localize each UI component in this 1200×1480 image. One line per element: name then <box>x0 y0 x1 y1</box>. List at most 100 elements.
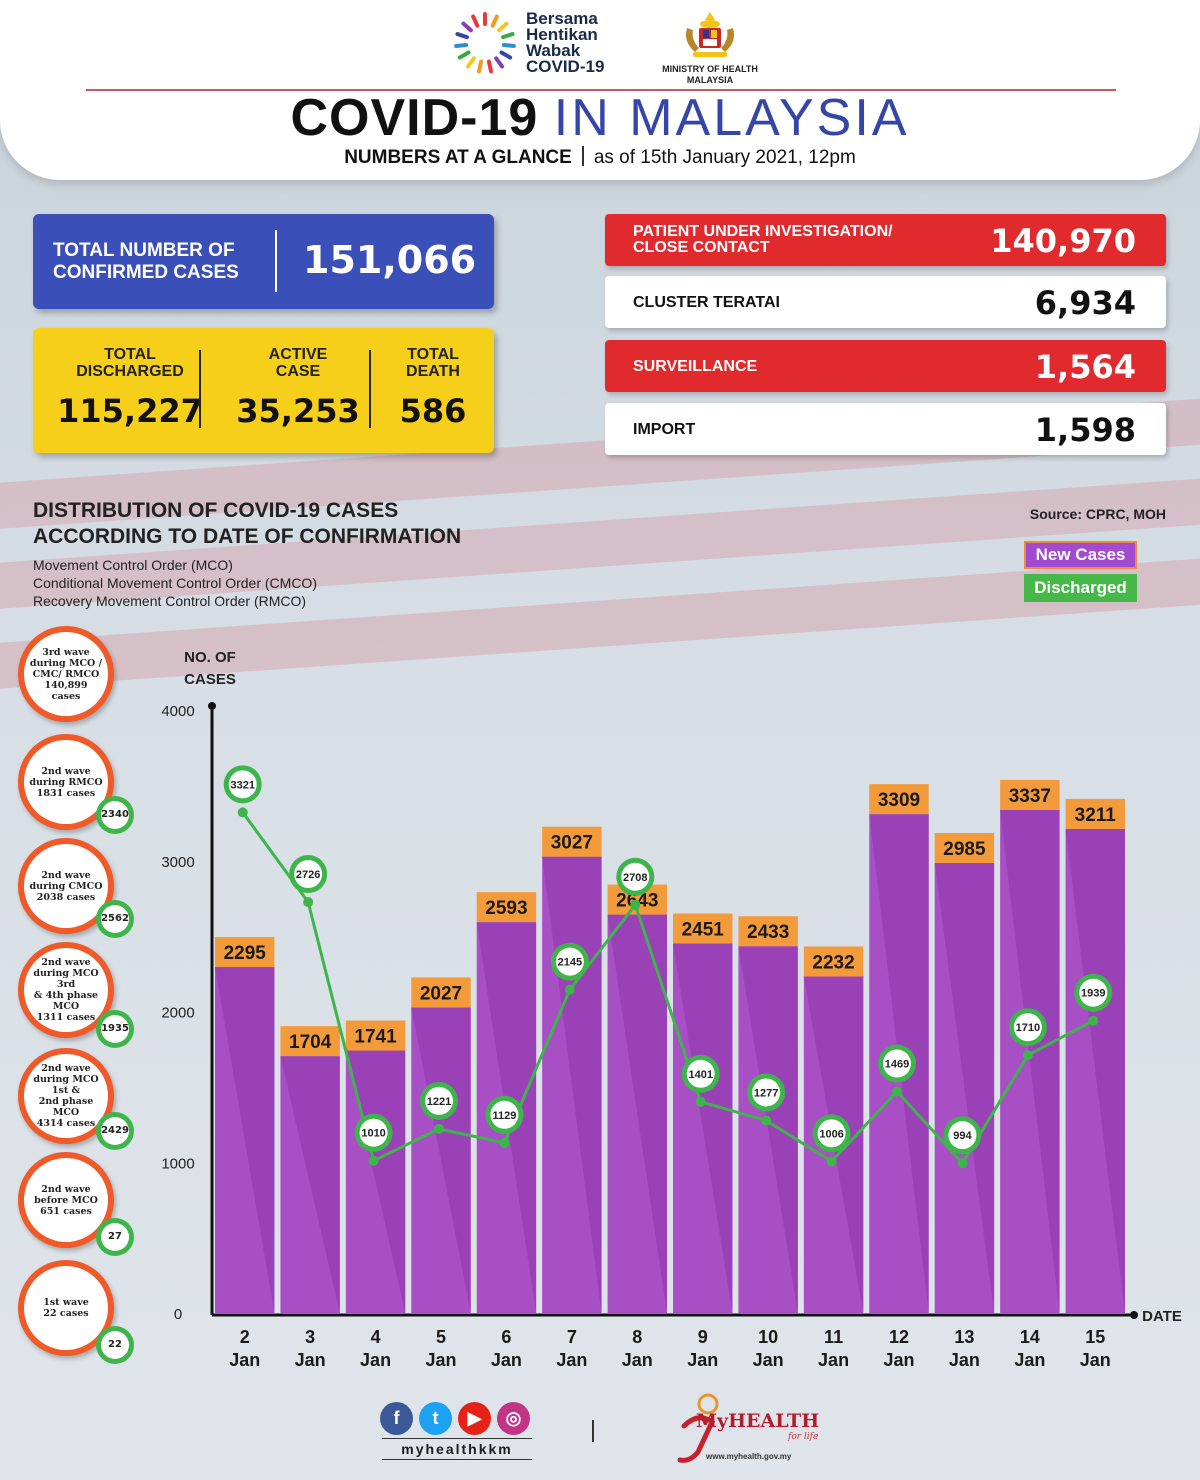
x-tick-label: 2 <box>240 1327 250 1347</box>
discharged-point <box>1088 1015 1099 1026</box>
x-tick-label: 7 <box>567 1327 577 1347</box>
discharged-marker-inner <box>817 1119 846 1148</box>
discharged-value-label: 2145 <box>558 957 582 969</box>
distribution-notes: Movement Control Order (MCO) Conditional… <box>33 557 317 609</box>
discharged-point <box>303 897 314 908</box>
discharged-marker-inner <box>359 1118 388 1147</box>
campaign-logo: Bersama Hentikan Wabak COVID-19 <box>452 10 604 76</box>
x-tick-label: 10 <box>758 1327 778 1347</box>
footer-divider <box>592 1420 594 1442</box>
stat-row-investigation: PATIENT UNDER INVESTIGATION/CLOSE CONTAC… <box>605 214 1166 266</box>
bar-value-label: 2451 <box>682 920 725 941</box>
page-title: COVID-19 IN MALAYSIA <box>290 89 910 147</box>
discharged-value-label: 994 <box>953 1130 972 1142</box>
discharged-point <box>1022 1050 1033 1061</box>
ministry-logo: MINISTRY OF HEALTH MALAYSIA <box>645 8 775 86</box>
y-axis-label: CASES <box>184 671 236 688</box>
death-value: 586 <box>399 392 467 430</box>
bar-label-box <box>738 916 798 947</box>
discharged-point <box>695 1096 706 1107</box>
discharged-marker-inner <box>294 860 323 889</box>
discharged-point <box>957 1158 968 1169</box>
x-tick-label: 13 <box>954 1327 974 1347</box>
y-axis-cap <box>208 702 216 710</box>
bar-label-box <box>542 826 602 857</box>
data-source: Source: CPRC, MOH <box>1029 506 1166 522</box>
wave-discharged-badge: 2562 <box>96 900 134 938</box>
ministry-name: MINISTRY OF HEALTH MALAYSIA <box>662 64 758 85</box>
bar-label-box <box>1065 798 1125 829</box>
bar-value-label: 2295 <box>224 943 267 964</box>
x-tick-label: 4 <box>371 1327 381 1347</box>
instagram-icon[interactable]: ◎ <box>497 1402 530 1435</box>
x-tick-label: 5 <box>436 1327 446 1347</box>
discharged-marker-inner <box>490 1100 519 1129</box>
myhealth-url[interactable]: www.myhealth.gov.my <box>706 1452 792 1461</box>
bar-value-label: 2593 <box>485 898 527 919</box>
stat-row-cluster: CLUSTER TERATAI 6,934 <box>605 276 1166 328</box>
bar-shade <box>345 1050 406 1313</box>
legend-discharged: Discharged <box>1024 574 1137 602</box>
x-tick-label: 15 <box>1085 1327 1105 1347</box>
social-handle[interactable]: myhealthkkm <box>382 1438 532 1460</box>
x-tick-label: Jan <box>883 1350 914 1370</box>
bar-value-label: 2232 <box>812 953 854 974</box>
bar-label-box <box>411 977 471 1008</box>
y-tick-label: 2000 <box>161 1005 194 1022</box>
discharged-marker-inner <box>948 1121 977 1150</box>
y-axis-label: NO. OF <box>184 649 236 666</box>
confirmed-cases-card: TOTAL NUMBER OF CONFIRMED CASES 151,066 <box>33 214 494 309</box>
bar-shade <box>607 914 667 1313</box>
wave-discharged-badge: 2340 <box>96 796 134 834</box>
wave-discharged-badge: 22 <box>96 1326 134 1364</box>
bar-value-label: 3027 <box>551 833 593 854</box>
bar-label-box <box>803 946 864 977</box>
discharged-value-label: 1129 <box>492 1110 516 1122</box>
x-tick-label: 12 <box>889 1327 909 1347</box>
discharged-point <box>434 1123 444 1134</box>
header-panel: Bersama Hentikan Wabak COVID-19 MINISTRY… <box>0 0 1200 180</box>
x-tick-label: Jan <box>229 1350 260 1370</box>
twitter-icon[interactable]: t <box>419 1402 452 1435</box>
discharged-value: 115,227 <box>57 392 203 430</box>
bar-label-box <box>345 1020 406 1051</box>
bar-value-label: 1704 <box>289 1032 332 1053</box>
x-axis-cap <box>1130 1311 1138 1319</box>
x-axis-label: DATE <box>1142 1308 1182 1325</box>
discharged-value-label: 2708 <box>623 872 647 884</box>
bar-shade <box>1000 809 1060 1313</box>
x-tick-label: 6 <box>501 1327 511 1347</box>
discharged-marker-inner <box>686 1059 715 1088</box>
wave-circle: 2nd wave during MCO 1st & 2nd phase MCO … <box>18 1048 134 1150</box>
bar-label-box <box>215 937 275 968</box>
bar-shade <box>673 943 733 1313</box>
confirmed-cases-label: TOTAL NUMBER OF CONFIRMED CASES <box>53 240 239 283</box>
bar-label-box <box>476 892 537 923</box>
youtube-icon[interactable]: ▶ <box>458 1402 491 1435</box>
discharged-value-label: 1006 <box>819 1128 843 1140</box>
bar-value-label: 1741 <box>354 1027 397 1048</box>
bar-value-label: 2985 <box>943 839 986 860</box>
facebook-icon[interactable]: f <box>380 1402 413 1435</box>
discharged-marker-inner <box>555 947 584 976</box>
bar-label-box <box>934 833 995 864</box>
x-tick-label: Jan <box>491 1350 522 1370</box>
discharged-value-label: 2726 <box>296 869 320 881</box>
wave-circle: 2nd wave before MCO 651 cases 27 <box>18 1152 134 1256</box>
x-tick-label: Jan <box>295 1350 326 1370</box>
discharged-line <box>241 811 1094 1166</box>
header-divider <box>86 89 1116 91</box>
x-tick-label: Jan <box>1014 1350 1045 1370</box>
bar-shade <box>1065 828 1125 1313</box>
discharged-point <box>630 899 641 910</box>
active-value: 35,253 <box>236 392 360 430</box>
bar-label-box <box>673 913 733 944</box>
discharged-point <box>892 1086 902 1097</box>
wave-discharged-badge: 27 <box>96 1218 134 1256</box>
x-tick-label: Jan <box>753 1350 784 1370</box>
myhealth-brand: MyHEALTH <box>696 1410 820 1432</box>
discharged-point <box>761 1115 772 1126</box>
x-tick-label: Jan <box>622 1350 653 1370</box>
x-tick-label: 8 <box>632 1327 642 1347</box>
